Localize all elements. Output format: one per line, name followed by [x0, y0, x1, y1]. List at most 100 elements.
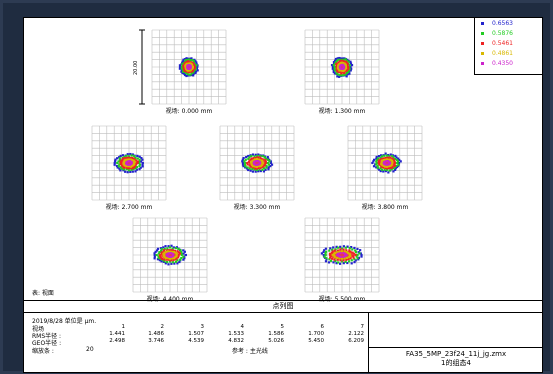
spot-point [344, 260, 347, 263]
spot-point [121, 154, 125, 157]
spot-point [134, 156, 137, 160]
spot-point [158, 251, 161, 254]
spot-point [253, 160, 256, 163]
spot-point [254, 160, 258, 163]
spot-point [126, 153, 129, 156]
spot-point [332, 252, 336, 255]
spot-point [331, 65, 335, 69]
spot-point [380, 159, 384, 162]
spot-point [164, 257, 167, 260]
spot-point [386, 163, 389, 166]
legend-label: 0.4861 [492, 50, 513, 57]
spot-point [338, 56, 341, 60]
spot-point [178, 64, 182, 67]
spot-point [135, 159, 138, 162]
spot-point [336, 261, 340, 264]
spot-point [396, 165, 399, 169]
spot-point [136, 161, 139, 165]
spot-point [339, 262, 342, 265]
spot-point [141, 158, 144, 161]
spot-point [353, 258, 356, 261]
spot-point [153, 255, 156, 258]
spot-point [125, 163, 128, 166]
diagram-title: 点列图 [24, 300, 542, 313]
spot-point [338, 60, 341, 63]
table-cell: 1.586 [268, 331, 284, 337]
spot-point [136, 160, 139, 163]
spot-point [122, 157, 125, 160]
spot-point [342, 64, 345, 67]
spot-point [260, 166, 263, 169]
spot-point [392, 170, 395, 173]
spot-point [333, 62, 337, 65]
spot-point [336, 70, 339, 73]
spot-point [343, 257, 346, 260]
spot-point [348, 249, 351, 252]
spot-point [170, 262, 173, 265]
spot-point [328, 252, 332, 255]
spot-point [345, 59, 349, 62]
spot-point [256, 167, 260, 170]
spot-point [346, 73, 349, 76]
spot-point [266, 155, 269, 159]
field-label: 视场: 0.000 mm [165, 108, 213, 115]
spot-point [182, 258, 185, 261]
spot-point [345, 75, 348, 78]
spot-point [337, 65, 340, 69]
spot-point [171, 255, 174, 258]
spot-point [163, 253, 166, 257]
spot-point [356, 247, 359, 251]
spot-point [127, 163, 130, 166]
spot-point [173, 262, 176, 265]
spot-point [254, 165, 257, 168]
spot-point [256, 163, 259, 166]
spot-point [180, 256, 183, 260]
legend-marker [481, 42, 484, 45]
spot-point [252, 161, 255, 165]
spot-point [123, 168, 126, 171]
spot-point [332, 60, 336, 64]
spot-point [342, 60, 346, 63]
spot-point [357, 256, 361, 259]
spot-point [371, 161, 374, 165]
table-cell: 1.441 [109, 331, 125, 337]
spot-point [323, 255, 326, 258]
spot-point [395, 158, 399, 161]
spot-point [132, 157, 135, 160]
spot-point [258, 160, 261, 163]
wavelength-legend: 0.6563 0.5876 0.5461 0.4861 0.4350 [474, 18, 542, 75]
spot-point [183, 69, 186, 72]
spot-point [333, 67, 336, 70]
spot-point [195, 64, 198, 67]
spot-point [345, 256, 349, 260]
spot-point [166, 252, 169, 256]
spot-point [177, 247, 180, 251]
spot-point [376, 166, 379, 169]
spot-point [338, 250, 341, 253]
spot-point [397, 163, 400, 166]
spot-point [344, 64, 347, 67]
field-label: 视场: 3.300 mm [233, 204, 281, 211]
spot-point [384, 152, 387, 155]
spot-point [390, 164, 393, 167]
spot-point [192, 71, 195, 74]
spot-point [331, 250, 334, 253]
spot-point [187, 64, 190, 67]
spot-point [257, 158, 260, 161]
scale-bar-label: 20.00 [133, 60, 139, 75]
spot-point [175, 252, 178, 255]
spot-point [193, 64, 196, 67]
spot-point [131, 167, 134, 170]
spot-point [265, 166, 268, 169]
spot-point [387, 165, 390, 168]
spot-point [184, 65, 187, 69]
spot-point [254, 170, 257, 173]
legend-marker [481, 62, 484, 65]
spot-point [351, 251, 354, 254]
spot-point [244, 158, 247, 161]
geo-label: GEO半径 : [32, 340, 62, 347]
spot-point [329, 255, 332, 258]
spot-point [254, 163, 258, 167]
spot-point [337, 58, 340, 61]
spot-point [131, 164, 134, 167]
